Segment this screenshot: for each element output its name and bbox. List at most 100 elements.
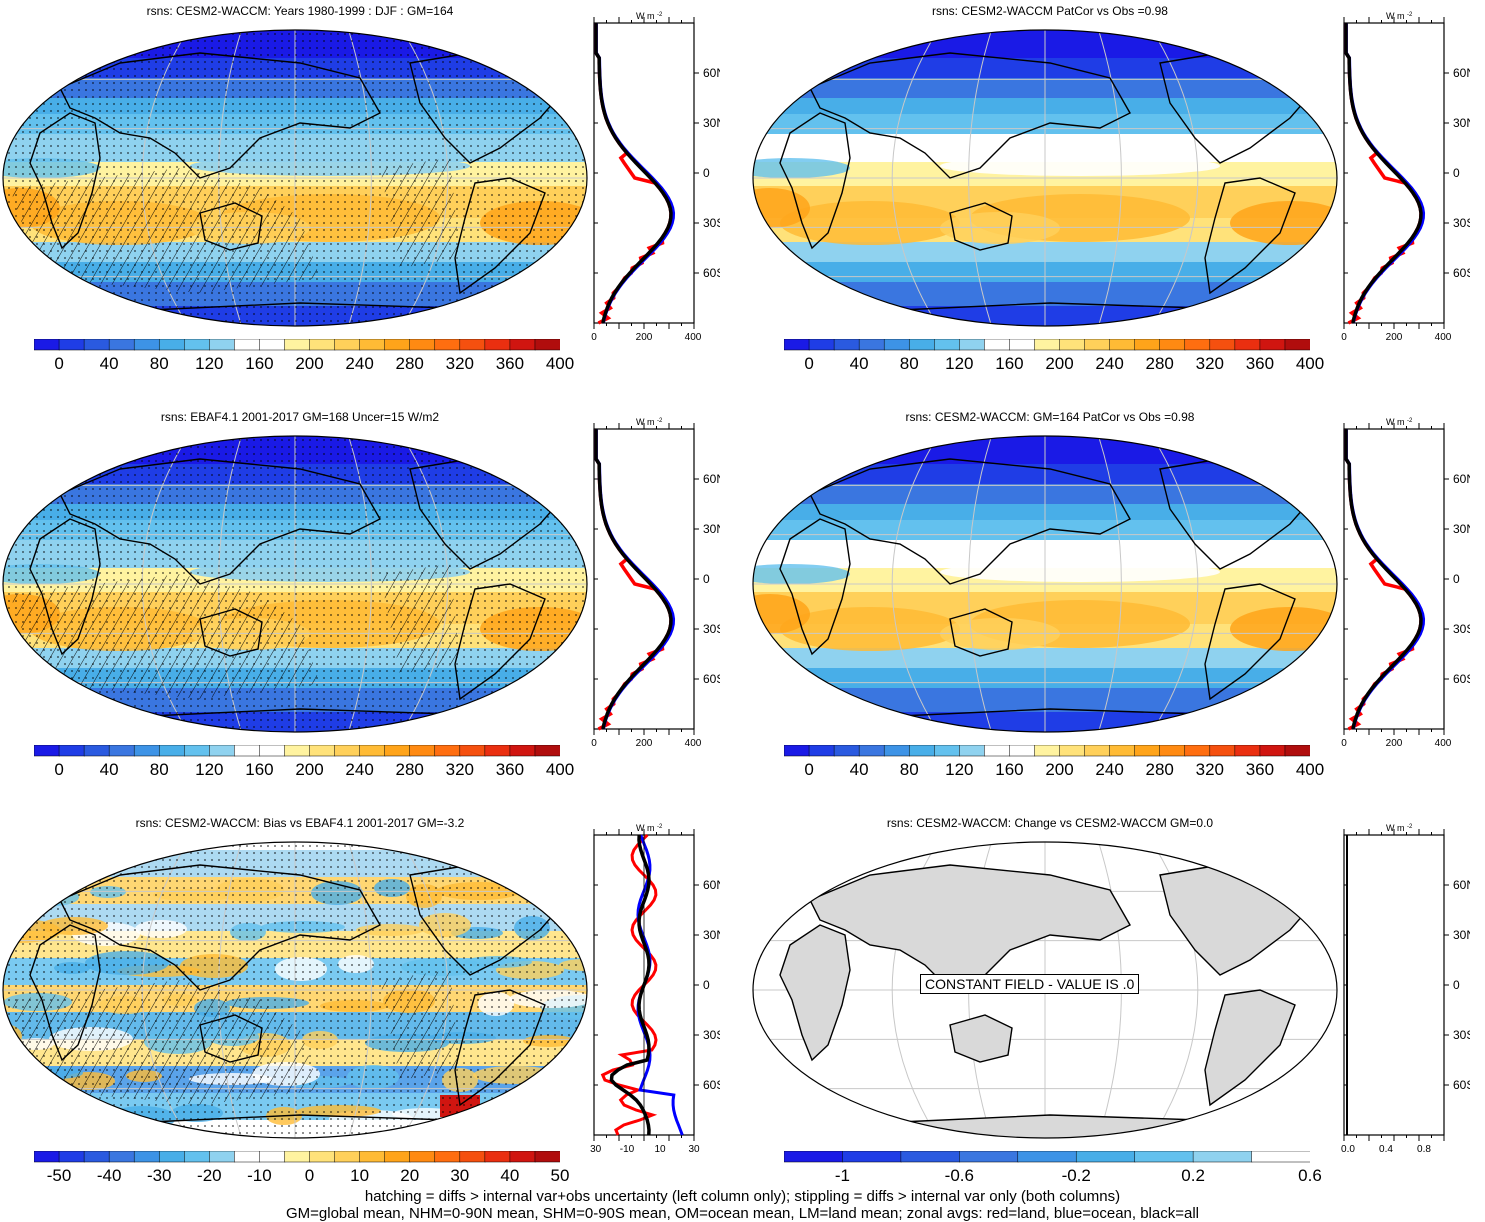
colorbar-swatch <box>83 1151 110 1163</box>
colorbar-tick-label: 320 <box>1195 760 1224 779</box>
colorbar-swatch <box>509 1151 536 1163</box>
zonal-lat-label: 60S <box>703 672 720 686</box>
colorbar-tick-label: 0.6 <box>1298 1166 1322 1185</box>
colorbar-tick-label: 0 <box>804 354 814 373</box>
colorbar-swatch <box>784 745 810 757</box>
zonal-unit-label: W m <box>636 417 655 427</box>
colorbar-swatch <box>108 1151 135 1163</box>
colorbar-tick-label: 0 <box>804 760 814 779</box>
colorbar-swatch <box>883 339 910 351</box>
zonal-lat-label: 0 <box>1453 978 1460 992</box>
colorbar-tick-label: 20 <box>400 1166 420 1185</box>
zonal-lat-label: 30S <box>703 216 720 230</box>
zonal-lat-label: 30N <box>1453 522 1470 536</box>
colorbar-tick-label: -0.6 <box>944 1166 974 1185</box>
colorbar-swatch <box>334 1151 361 1163</box>
zonal-series-black <box>594 23 673 324</box>
colorbar-swatch <box>284 339 311 351</box>
colorbar-tick-label: 280 <box>395 354 424 373</box>
zonal-lat-label: 60N <box>1453 66 1470 80</box>
colorbar-tick-label: 30 <box>450 1166 470 1185</box>
zonal-x-label: 400 <box>1435 738 1452 749</box>
zonal-unit-label: W m <box>1386 11 1405 21</box>
colorbar-swatch <box>1109 339 1136 351</box>
colorbar-tick-label: -30 <box>146 1166 172 1185</box>
colorbar-swatch <box>1034 745 1061 757</box>
zonal-lat-label: 60N <box>703 472 720 486</box>
colorbar-swatch <box>459 745 486 757</box>
colorbar-swatch <box>509 745 536 757</box>
zonal-lat-label: 0 <box>1453 166 1460 180</box>
zonal-lat-label: 60N <box>1453 878 1470 892</box>
zonal-unit-exponent: -2 <box>657 418 663 424</box>
map-model-climatology <box>2 29 588 327</box>
colorbar-labels: -1 -0.6 -0.2 0.2 0.6 <box>784 1166 1322 1186</box>
colorbar-swatch <box>359 745 386 757</box>
colorbar-tick-label: 200 <box>1045 354 1074 373</box>
zonal-lat-label: 30N <box>703 928 720 942</box>
colorbar-swatch <box>209 745 236 757</box>
colorbar-swatch <box>409 1151 436 1163</box>
zonal-x-label: 400 <box>685 332 702 343</box>
colorbar-swatch <box>534 339 560 351</box>
colorbar-swatch <box>384 1151 411 1163</box>
colorbar <box>34 745 560 757</box>
colorbar-tick-label: 360 <box>1245 760 1275 779</box>
constant-field-label: CONSTANT FIELD - VALUE IS .0 <box>920 974 1140 994</box>
colorbar-swatch <box>234 1151 261 1163</box>
colorbar-tick-label: 0 <box>54 354 64 373</box>
colorbar-tick-label: -10 <box>247 1166 272 1185</box>
colorbar-tick-label: 280 <box>395 760 424 779</box>
colorbar-swatch <box>184 745 211 757</box>
colorbar-swatch <box>58 1151 85 1163</box>
colorbar-swatch <box>1084 745 1111 757</box>
colorbar-tick-label: 240 <box>345 760 374 779</box>
colorbar-swatch <box>833 745 860 757</box>
colorbar-swatch <box>359 1151 386 1163</box>
colorbar-tick-label: -50 <box>46 1166 72 1185</box>
map-observations <box>2 435 588 733</box>
colorbar-swatch <box>1159 745 1186 757</box>
colorbar-swatch <box>1059 339 1086 351</box>
zonal-unit-exponent: -2 <box>657 12 663 18</box>
colorbar-swatch <box>209 339 236 351</box>
zonal-x-label: 200 <box>636 332 653 343</box>
colorbar-swatch <box>384 339 411 351</box>
colorbar-tick-label: 160 <box>995 354 1024 373</box>
zonal-lat-label: 60N <box>703 878 720 892</box>
colorbar-swatch <box>58 745 85 757</box>
colorbar-swatch <box>1134 745 1161 757</box>
colorbar-swatch <box>833 339 860 351</box>
map-change <box>752 841 1338 1139</box>
colorbar-swatch <box>158 339 186 351</box>
zonal-lat-label: 60S <box>1453 672 1470 686</box>
colorbar-tick-label: 40 <box>500 1166 520 1185</box>
colorbar <box>784 745 1310 757</box>
colorbar-swatch <box>858 339 885 351</box>
map-title: rsns: CESM2-WACCM: Years 1980-1999 : DJF… <box>146 4 454 18</box>
colorbar-swatch <box>934 745 961 757</box>
colorbar-swatch <box>534 745 560 757</box>
colorbar-tick-label: -1 <box>834 1166 850 1185</box>
colorbar-tick-label: 160 <box>245 354 274 373</box>
colorbar-swatch <box>309 339 336 351</box>
colorbar-swatch <box>334 339 361 351</box>
colorbar-swatch <box>1209 745 1236 757</box>
colorbar-tick-label: 400 <box>1295 760 1325 779</box>
zonal-lat-label: 30S <box>703 622 720 636</box>
colorbar-tick-label: 40 <box>849 354 869 373</box>
zonal-lat-label: 60N <box>703 66 720 80</box>
colorbar-swatch <box>1184 745 1211 757</box>
zonal-lat-label: 30S <box>1453 622 1470 636</box>
colorbar-tick-label: 40 <box>849 760 869 779</box>
map-title: rsns: EBAF4.1 2001-2017 GM=168 Uncer=15 … <box>160 410 440 424</box>
colorbar-swatch <box>1134 339 1161 351</box>
footer-note-2: GM=global mean, NHM=0-90N mean, SHM=0-90… <box>285 1205 1199 1222</box>
colorbar-tick-label: 160 <box>995 760 1024 779</box>
colorbar-swatch <box>1259 745 1286 757</box>
map-model-gm <box>752 435 1338 733</box>
map-model-patcor <box>752 29 1338 327</box>
colorbar-swatch <box>209 1151 236 1163</box>
colorbar-swatch <box>1059 745 1086 757</box>
colorbar-swatch <box>359 339 386 351</box>
